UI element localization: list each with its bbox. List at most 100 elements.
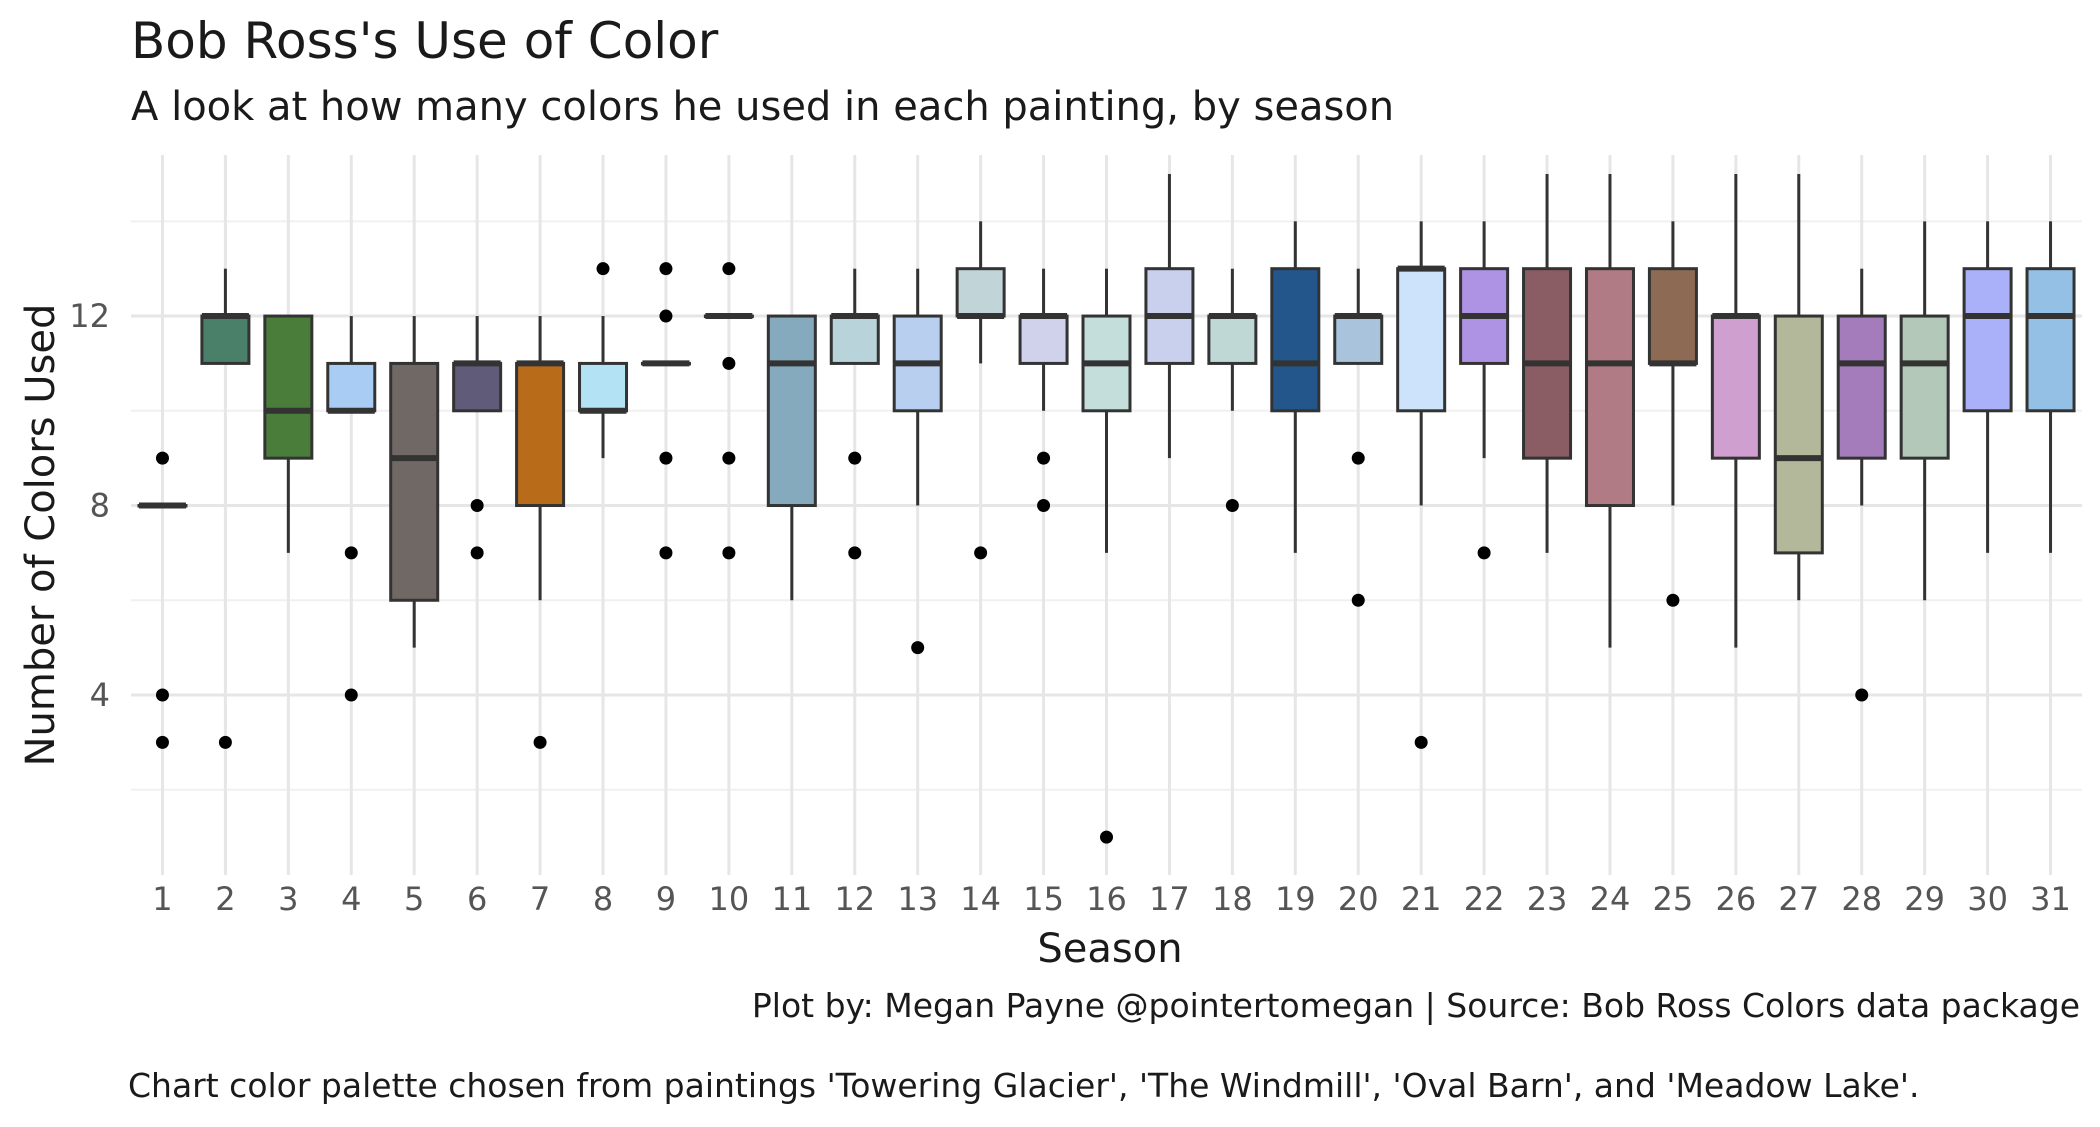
- x-tick-label: 26: [1715, 880, 1756, 918]
- box-iqr: [1773, 314, 1824, 555]
- outlier-point: [1414, 735, 1428, 749]
- box-iqr: [326, 361, 377, 413]
- x-tick-label: 19: [1275, 880, 1316, 918]
- box-season-26: [1710, 173, 1761, 648]
- x-tick-label: 11: [771, 880, 812, 918]
- outlier-point: [1477, 546, 1491, 560]
- box-season-10: [703, 262, 754, 560]
- box-season-15: [1018, 268, 1069, 513]
- x-tick-label: 25: [1653, 880, 1694, 918]
- x-tick-label: 18: [1212, 880, 1253, 918]
- box-season-24: [1584, 173, 1635, 648]
- x-tick-label: 30: [1967, 880, 2008, 918]
- box-season-2: [200, 268, 251, 749]
- x-tick-label: 29: [1904, 880, 1945, 918]
- box-iqr: [452, 361, 503, 413]
- x-tick-label: 13: [897, 880, 938, 918]
- box-season-28: [1836, 268, 1887, 702]
- box-season-27: [1773, 173, 1824, 601]
- outlier-point: [344, 546, 358, 560]
- outlier-point: [659, 309, 673, 323]
- chart-title: Bob Ross's Use of Color: [131, 12, 719, 70]
- box-season-12: [829, 268, 880, 560]
- box-season-1: [137, 451, 188, 749]
- y-axis-title: Number of Colors Used: [18, 304, 64, 767]
- outlier-point: [1855, 688, 1869, 702]
- x-tick-label: 1: [152, 880, 172, 918]
- box-season-3: [263, 314, 314, 553]
- box-iqr: [829, 314, 880, 365]
- box-iqr: [766, 314, 817, 508]
- outlier-point: [1351, 593, 1365, 607]
- box-season-6: [452, 316, 503, 560]
- x-tick-label: 5: [404, 880, 424, 918]
- box-iqr: [389, 361, 440, 602]
- outlier-point: [1351, 451, 1365, 465]
- x-tick-label: 3: [278, 880, 298, 918]
- x-tick-label: 24: [1590, 880, 1631, 918]
- x-tick-label: 10: [709, 880, 750, 918]
- outlier-point: [1666, 593, 1680, 607]
- outlier-point: [470, 546, 484, 560]
- box-season-17: [1144, 173, 1195, 459]
- outlier-point: [722, 356, 736, 370]
- x-tick-label: 17: [1149, 880, 1190, 918]
- x-tick-label: 15: [1023, 880, 1064, 918]
- box-season-25: [1647, 221, 1698, 607]
- x-tick-label: 9: [656, 880, 676, 918]
- box-iqr: [1333, 314, 1384, 365]
- x-tick-label: 16: [1086, 880, 1127, 918]
- box-season-11: [766, 314, 817, 601]
- x-tick-label: 7: [530, 880, 550, 918]
- box-season-23: [1522, 173, 1573, 553]
- box-iqr: [1584, 267, 1635, 508]
- box-season-31: [2025, 221, 2076, 553]
- outlier-point: [155, 688, 169, 702]
- outlier-point: [974, 546, 988, 560]
- outlier-point: [1037, 451, 1051, 465]
- x-tick-label: 27: [1778, 880, 1819, 918]
- outlier-point: [722, 451, 736, 465]
- box-iqr: [1207, 314, 1258, 365]
- box-iqr: [515, 361, 566, 508]
- outlier-point: [533, 735, 547, 749]
- outlier-point: [155, 735, 169, 749]
- x-tick-label: 14: [960, 880, 1001, 918]
- outlier-point: [848, 451, 862, 465]
- outlier-point: [722, 262, 736, 276]
- box-iqr: [1962, 267, 2013, 413]
- box-iqr: [1899, 314, 1950, 460]
- box-season-29: [1899, 221, 1950, 601]
- box-season-18: [1207, 268, 1258, 513]
- y-tick-label: 12: [69, 297, 110, 335]
- y-tick-label: 4: [90, 676, 110, 714]
- box-season-14: [955, 221, 1006, 560]
- outlier-point: [659, 451, 673, 465]
- outlier-point: [1100, 830, 1113, 844]
- outlier-point: [722, 546, 736, 560]
- outlier-point: [596, 262, 610, 276]
- box-season-7: [515, 316, 566, 749]
- box-season-9: [640, 262, 691, 560]
- x-tick-label: 21: [1401, 880, 1442, 918]
- box-iqr: [1647, 267, 1698, 365]
- box-season-30: [1962, 221, 2013, 553]
- x-tick-label: 28: [1841, 880, 1882, 918]
- outlier-point: [659, 546, 673, 560]
- caption-palette-note: Chart color palette chosen from painting…: [128, 1066, 1920, 1105]
- box-iqr: [955, 267, 1006, 318]
- outlier-point: [1037, 499, 1051, 513]
- x-tick-label: 12: [834, 880, 875, 918]
- x-tick-label: 4: [341, 880, 361, 918]
- x-tick-label: 22: [1464, 880, 1505, 918]
- x-tick-label: 2: [215, 880, 235, 918]
- x-axis-title: Season: [1037, 926, 1182, 972]
- box-season-20: [1333, 268, 1384, 607]
- box-iqr: [1270, 267, 1321, 413]
- outlier-point: [659, 262, 673, 276]
- box-iqr: [263, 314, 314, 460]
- outlier-point: [218, 735, 232, 749]
- outlier-point: [470, 499, 484, 513]
